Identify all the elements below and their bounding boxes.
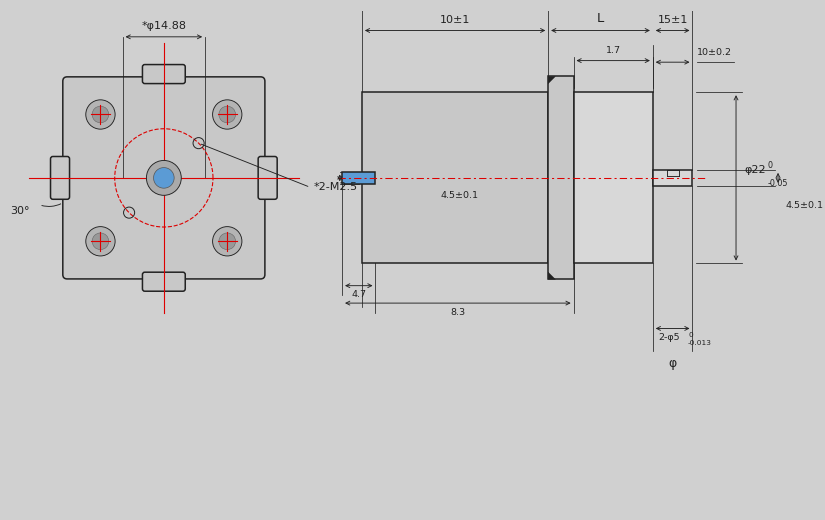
Bar: [548, 76, 573, 279]
Text: 4.5±0.1: 4.5±0.1: [441, 190, 478, 200]
Polygon shape: [548, 272, 555, 279]
Bar: [653, 170, 692, 186]
Text: -0.05: -0.05: [768, 179, 788, 188]
Circle shape: [86, 227, 116, 256]
Text: 0: 0: [689, 332, 693, 337]
Text: 0: 0: [768, 161, 773, 170]
FancyBboxPatch shape: [258, 157, 277, 199]
Circle shape: [146, 161, 182, 196]
Text: 2-φ5: 2-φ5: [658, 333, 680, 342]
Circle shape: [86, 100, 116, 129]
Text: 4.7: 4.7: [351, 290, 366, 300]
Circle shape: [219, 233, 236, 250]
Text: φ22: φ22: [744, 165, 766, 175]
Text: *φ14.88: *φ14.88: [141, 21, 186, 31]
Text: 10±0.2: 10±0.2: [697, 48, 733, 57]
Circle shape: [92, 233, 109, 250]
Circle shape: [153, 167, 174, 188]
Text: 30°: 30°: [10, 206, 30, 216]
Text: φ: φ: [668, 357, 676, 370]
Circle shape: [92, 106, 109, 123]
Text: 10±1: 10±1: [440, 15, 470, 25]
Text: *2-M2.5: *2-M2.5: [314, 183, 358, 192]
Text: L: L: [596, 12, 604, 25]
Bar: [342, 172, 375, 184]
Polygon shape: [548, 76, 555, 84]
FancyBboxPatch shape: [143, 272, 186, 291]
Circle shape: [219, 106, 236, 123]
Circle shape: [213, 100, 242, 129]
FancyBboxPatch shape: [63, 77, 265, 279]
Circle shape: [213, 227, 242, 256]
Text: 1.7: 1.7: [606, 46, 620, 55]
FancyBboxPatch shape: [50, 157, 69, 199]
Text: 8.3: 8.3: [450, 308, 465, 317]
Text: 15±1: 15±1: [658, 15, 688, 25]
FancyBboxPatch shape: [143, 64, 186, 84]
Bar: [573, 92, 653, 264]
Bar: [362, 92, 548, 264]
Text: 4.5±0.1: 4.5±0.1: [786, 201, 824, 210]
Text: -0.013: -0.013: [688, 340, 711, 346]
